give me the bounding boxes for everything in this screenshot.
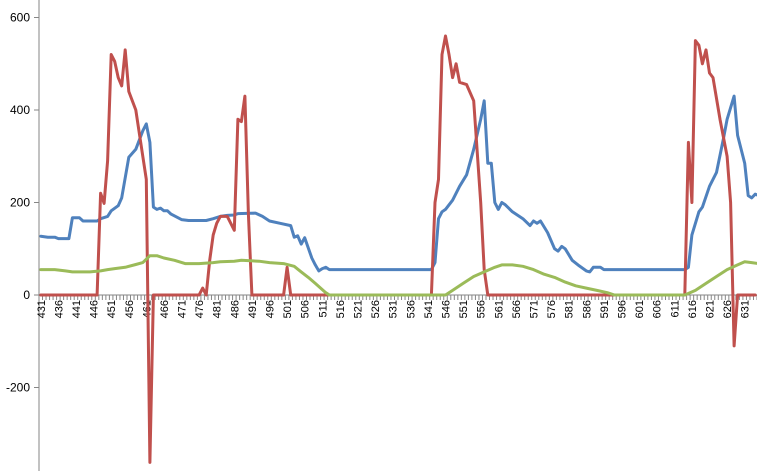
- x-tick-label: 441: [71, 300, 83, 318]
- x-tick-label: 496: [265, 300, 277, 318]
- x-tick-label: 486: [229, 300, 241, 318]
- x-tick-label: 606: [652, 300, 664, 318]
- x-tick-label: 521: [353, 300, 365, 318]
- x-tick-label: 431: [36, 300, 48, 318]
- x-tick-label: 451: [106, 300, 118, 318]
- x-tick-label: 436: [53, 300, 65, 318]
- x-tick-label: 616: [687, 300, 699, 318]
- x-tick-label: 481: [212, 300, 224, 318]
- x-tick-label: 536: [405, 300, 417, 318]
- x-tick-label: 511: [317, 300, 329, 318]
- x-tick-label: 596: [616, 300, 628, 318]
- x-tick-label: 576: [546, 300, 558, 318]
- x-tick-label: 581: [564, 300, 576, 318]
- x-tick-label: 491: [247, 300, 259, 318]
- y-tick-label: 0: [23, 288, 30, 302]
- x-tick-label: 526: [370, 300, 382, 318]
- x-tick-label: 561: [493, 300, 505, 318]
- x-tick-label: 466: [159, 300, 171, 318]
- x-tick-label: 566: [511, 300, 523, 318]
- x-tick-label: 476: [194, 300, 206, 318]
- x-tick-label: 631: [740, 300, 752, 318]
- y-axis: 600 400 200 0 -200: [6, 0, 40, 471]
- series-line-3: [39, 254, 757, 297]
- x-tick-label: 571: [529, 300, 541, 318]
- series-line-1: [39, 94, 757, 274]
- y-tick-label: 400: [10, 103, 30, 117]
- x-tick-label: 546: [441, 300, 453, 318]
- y-tick-label: 200: [10, 196, 30, 210]
- x-tick-label: 446: [89, 300, 101, 318]
- x-tick-label: 556: [476, 300, 488, 318]
- x-tick-label: 471: [177, 300, 189, 318]
- x-tick-label: 601: [634, 300, 646, 318]
- x-tick-label: 541: [423, 300, 435, 318]
- series-lines: [39, 34, 757, 464]
- x-tick-label: 531: [388, 300, 400, 318]
- x-tick-label: 621: [704, 300, 716, 318]
- x-tick-label: 456: [124, 300, 136, 318]
- x-tick-label: 586: [581, 300, 593, 318]
- series-line-2: [39, 34, 757, 464]
- y-tick-label: 600: [10, 11, 30, 25]
- x-axis: 431 436 441 446 451 456 461 466 471 476 481 486 491 4…: [36, 294, 757, 318]
- x-tick-label: 611: [669, 300, 681, 318]
- x-tick-label: 551: [458, 300, 470, 318]
- x-tick-label: 591: [599, 300, 611, 318]
- x-tick-label: 506: [300, 300, 312, 318]
- x-tick-label: 626: [722, 300, 734, 318]
- x-tick-label: 516: [335, 300, 347, 318]
- y-tick-label: -200: [6, 381, 30, 395]
- x-tick-label: 501: [282, 300, 294, 318]
